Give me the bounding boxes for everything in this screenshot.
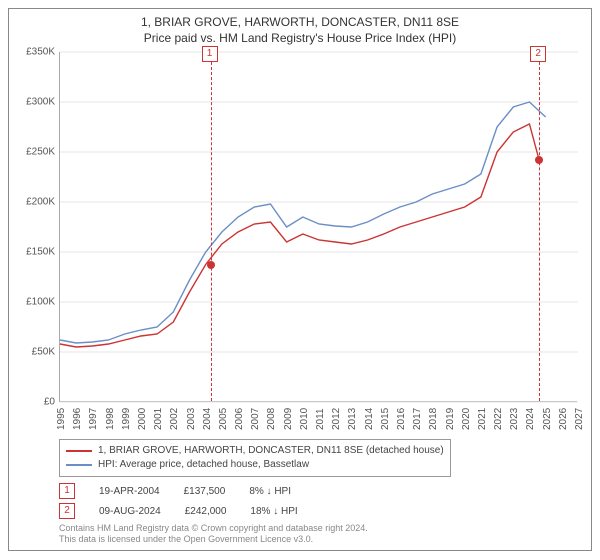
x-axis-label: 2016 [396,408,407,430]
x-axis-label: 2021 [477,408,488,430]
title-line-2: Price paid vs. HM Land Registry's House … [144,31,456,45]
x-axis-label: 1998 [105,408,116,430]
y-axis-label: £350K [17,47,55,58]
plot-box [59,52,577,402]
marker-badge-1: 1 [59,483,75,499]
marker-date-2: 09-AUG-2024 [99,506,161,517]
y-axis-label: £250K [17,147,55,158]
x-axis-label: 2009 [283,408,294,430]
footer-text: Contains HM Land Registry data © Crown c… [59,523,583,546]
marker-vline [211,52,212,401]
x-axis-label: 1996 [72,408,83,430]
x-axis-label: 2010 [299,408,310,430]
series-hpi [60,102,546,343]
x-axis-label: 2002 [169,408,180,430]
x-axis-label: 1999 [121,408,132,430]
chart-container: 1, BRIAR GROVE, HARWORTH, DONCASTER, DN1… [8,8,592,551]
marker-dot [207,261,215,269]
marker-badge-2: 2 [59,503,75,519]
legend-box: 1, BRIAR GROVE, HARWORTH, DONCASTER, DN1… [59,439,451,477]
legend-label-1: 1, BRIAR GROVE, HARWORTH, DONCASTER, DN1… [98,444,444,458]
y-axis-label: £150K [17,247,55,258]
x-axis-label: 2000 [137,408,148,430]
series-property [60,124,539,347]
x-axis-label: 2026 [558,408,569,430]
x-axis-label: 2012 [331,408,342,430]
chart-title: 1, BRIAR GROVE, HARWORTH, DONCASTER, DN1… [17,15,583,46]
y-axis-label: £300K [17,97,55,108]
x-axis-label: 2027 [574,408,585,430]
marker-price-2: £242,000 [185,506,227,517]
x-axis-label: 2024 [525,408,536,430]
marker-badge: 2 [530,46,546,62]
x-axis-label: 2025 [542,408,553,430]
x-axis-label: 2013 [347,408,358,430]
marker-date-1: 19-APR-2004 [99,486,160,497]
marker-dot [535,156,543,164]
x-axis-label: 2020 [461,408,472,430]
marker-vline [539,52,540,401]
x-axis-label: 2006 [234,408,245,430]
marker-row: 2 09-AUG-2024 £242,000 18% ↓ HPI [59,503,583,519]
x-axis-label: 2019 [445,408,456,430]
x-axis-label: 2007 [250,408,261,430]
footer-line-1: Contains HM Land Registry data © Crown c… [59,523,368,533]
marker-row: 1 19-APR-2004 £137,500 8% ↓ HPI [59,483,583,499]
x-axis-label: 2001 [153,408,164,430]
chart-svg [60,52,578,402]
x-axis-label: 1995 [56,408,67,430]
swatch-hpi [66,464,92,466]
chart-area: £0 £50K £100K £150K £200K £250K £300K £350K 199… [17,50,583,435]
marker-price-1: £137,500 [184,486,226,497]
x-axis-label: 2015 [380,408,391,430]
x-axis-label: 2014 [364,408,375,430]
x-axis-label: 1997 [88,408,99,430]
x-axis-label: 2023 [509,408,520,430]
x-axis-label: 2022 [493,408,504,430]
title-line-1: 1, BRIAR GROVE, HARWORTH, DONCASTER, DN1… [141,15,459,29]
marker-delta-2: 18% ↓ HPI [250,506,297,517]
legend-row-2: HPI: Average price, detached house, Bass… [66,458,444,472]
y-axis-label: £0 [17,397,55,408]
x-axis-label: 2017 [412,408,423,430]
marker-badge: 1 [202,46,218,62]
legend-label-2: HPI: Average price, detached house, Bass… [98,458,309,472]
y-axis-label: £200K [17,197,55,208]
legend-row-1: 1, BRIAR GROVE, HARWORTH, DONCASTER, DN1… [66,444,444,458]
x-axis-label: 2005 [218,408,229,430]
x-axis-label: 2008 [266,408,277,430]
x-axis-label: 2011 [315,409,326,431]
swatch-property [66,450,92,452]
x-axis-label: 2004 [202,408,213,430]
footer-line-2: This data is licensed under the Open Gov… [59,534,313,544]
x-axis-label: 2018 [428,408,439,430]
y-axis-label: £50K [17,347,55,358]
y-axis-label: £100K [17,297,55,308]
marker-delta-1: 8% ↓ HPI [249,486,291,497]
x-axis-label: 2003 [186,408,197,430]
